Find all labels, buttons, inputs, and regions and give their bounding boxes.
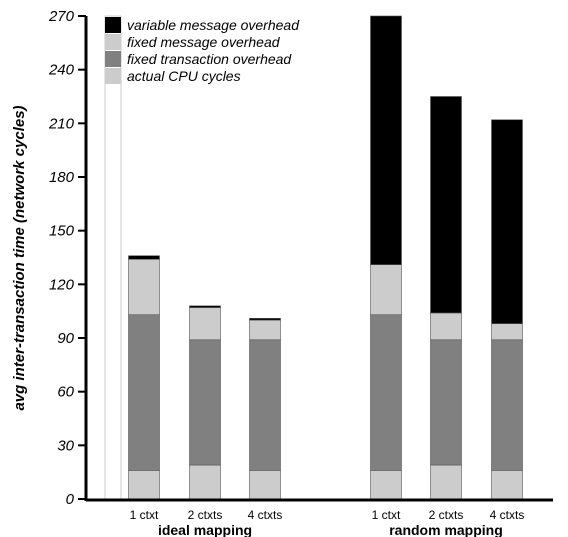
legend-swatch: [105, 34, 121, 50]
bar-segment: [249, 318, 281, 321]
bar-segment: [430, 96, 462, 314]
y-tick-label: 240: [48, 62, 75, 79]
y-tick-label: 60: [57, 384, 74, 401]
bars-layer: [128, 15, 523, 500]
y-tick-label: 150: [49, 223, 75, 240]
bar-segment: [189, 305, 221, 308]
bar-segment: [189, 339, 221, 466]
bar-segment: [128, 470, 160, 500]
y-tick-label: 90: [57, 330, 74, 347]
x-category-label: 1 ctxt: [130, 508, 159, 522]
legend-label: fixed transaction overhead: [127, 51, 292, 67]
x-category-label: 4 ctxts: [248, 508, 283, 522]
y-tick-label: 210: [48, 115, 75, 132]
bar-segment: [491, 339, 523, 471]
bar-segment: [430, 312, 462, 341]
y-ticks-layer: 0 30 60 90 120 150 180 210 240 270: [48, 8, 86, 508]
x-category-label: 2 ctxts: [429, 508, 464, 522]
bar-segment: [128, 255, 160, 260]
bar-segment: [370, 314, 402, 471]
bar-segment: [491, 119, 523, 324]
x-category-label: 4 ctxts: [490, 508, 525, 522]
bar-segment: [249, 319, 281, 341]
bar-segment: [370, 470, 402, 500]
x-group-label: ideal mapping: [158, 522, 252, 537]
bar-segment: [249, 339, 281, 471]
bar-segment: [128, 314, 160, 471]
legend-label: actual CPU cycles: [127, 68, 241, 84]
y-tick-label: 120: [49, 276, 75, 293]
bar-segment: [430, 464, 462, 500]
bar-segment: [128, 258, 160, 316]
bar-segment: [491, 470, 523, 500]
legend-swatch: [105, 17, 121, 33]
x-group-label: random mapping: [389, 522, 503, 537]
legend-swatch: [105, 51, 121, 67]
x-category-label: 1 ctxt: [372, 508, 401, 522]
y-axis-title: avg inter-transaction time (network cycl…: [11, 105, 28, 410]
legend-label: fixed message overhead: [127, 34, 281, 50]
y-tick-label: 0: [66, 491, 75, 508]
reference-bar: [104, 15, 122, 500]
bar-segment: [249, 470, 281, 500]
y-tick-label: 30: [57, 437, 74, 454]
x-category-label: 2 ctxts: [188, 508, 223, 522]
legend-label: variable message overhead: [127, 17, 300, 33]
bar-segment: [370, 15, 402, 265]
bar-segment: [189, 307, 221, 341]
bar-segment: [370, 264, 402, 316]
y-tick-label: 270: [48, 8, 75, 25]
bar-segment: [189, 464, 221, 500]
legend-swatch: [105, 68, 121, 84]
bar-segment: [491, 323, 523, 341]
y-tick-label: 180: [49, 169, 75, 186]
bar-segment: [430, 339, 462, 466]
